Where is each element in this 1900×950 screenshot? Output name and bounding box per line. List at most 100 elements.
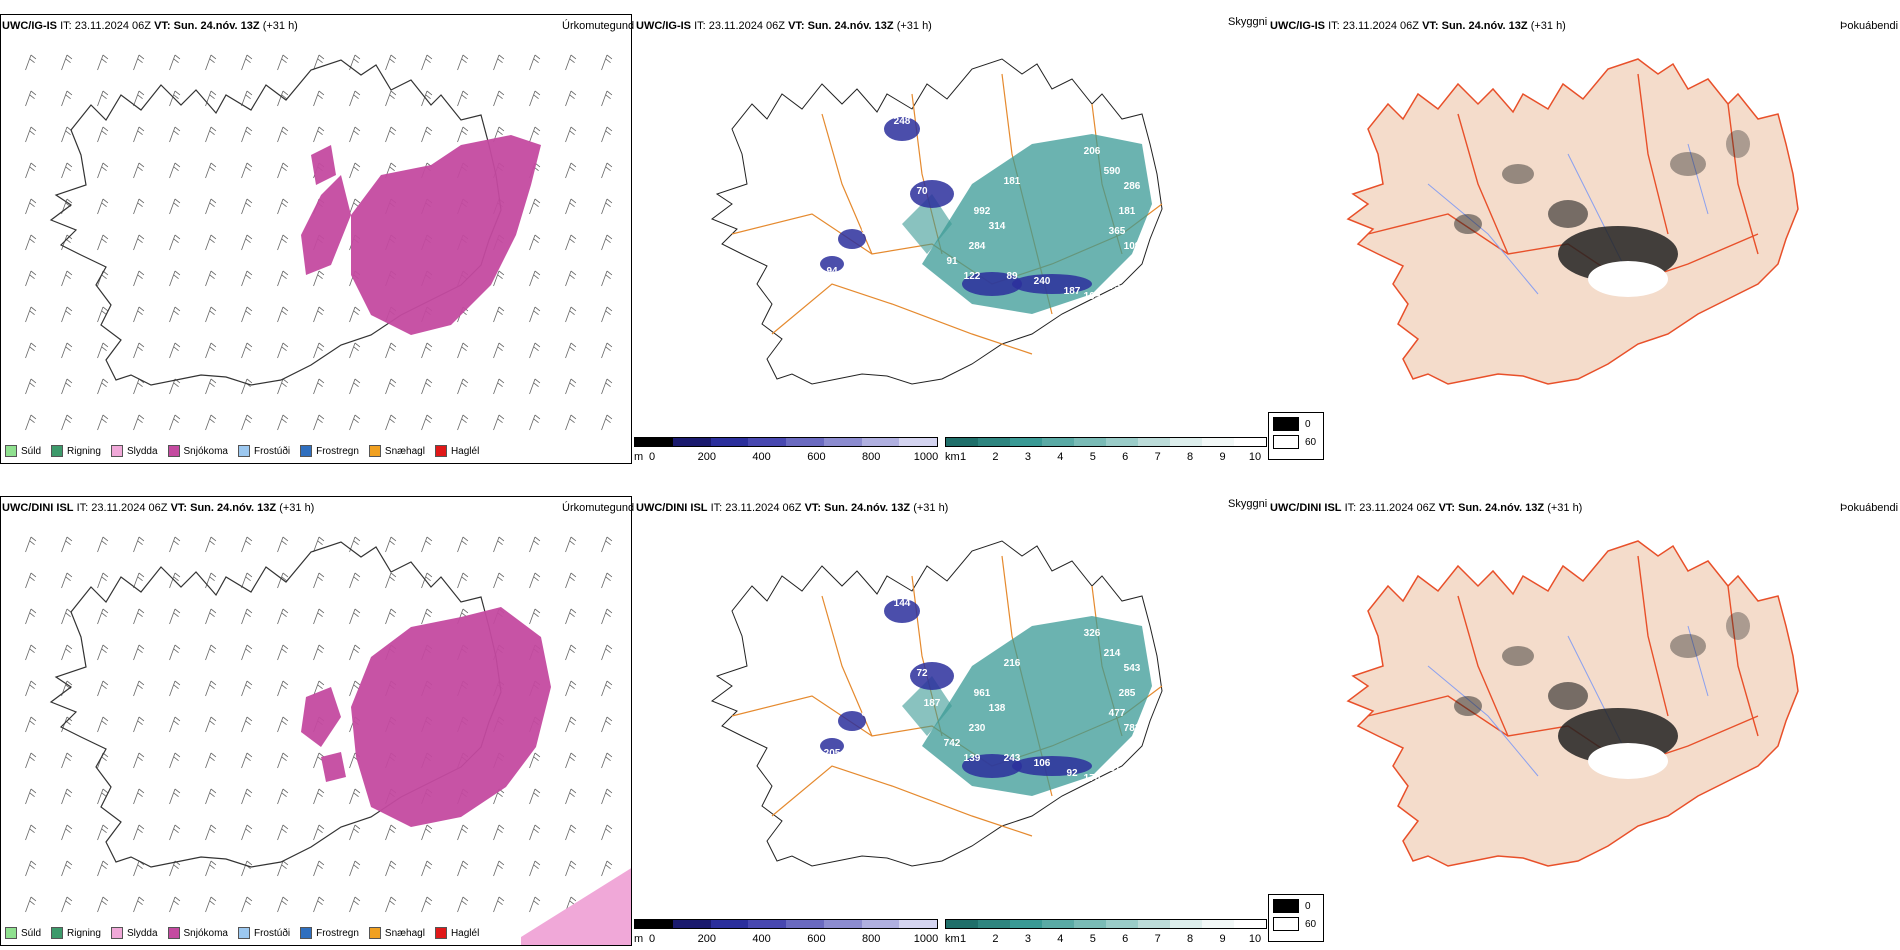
- fog-scale-row: 0: [1273, 417, 1319, 431]
- wind-barb: [97, 126, 109, 143]
- colorbar-tick: 4: [1057, 933, 1064, 945]
- wind-barb: [493, 536, 505, 553]
- colorbar-strip: [634, 437, 938, 447]
- wind-barb: [169, 680, 181, 697]
- wind-barb: [493, 860, 505, 877]
- wind-barb: [277, 788, 289, 805]
- road-line: [1637, 555, 1669, 717]
- legend-swatch: [110, 445, 123, 457]
- cloud-base-patch: [820, 256, 844, 272]
- wind-barb: [97, 680, 109, 697]
- snow-area: [351, 607, 551, 827]
- colorbar-strip: [945, 919, 1267, 929]
- cloud-base-value: 735: [939, 633, 956, 644]
- cloud-base-value: 175: [1104, 281, 1121, 292]
- vt-label: VT:: [1438, 502, 1456, 514]
- wind-barb: [97, 306, 109, 323]
- fog-scale-swatch: [1273, 417, 1299, 431]
- legend-swatch: [434, 927, 447, 939]
- wind-barb: [205, 90, 217, 107]
- fog-scale-label: 60: [1305, 918, 1317, 930]
- cloud-base-value: 76: [846, 251, 858, 262]
- it-value: 23.11.2024 06Z: [708, 20, 785, 32]
- cloud-base-value: 230: [969, 723, 986, 734]
- wind-barb: [97, 54, 109, 71]
- wind-barb: [493, 896, 505, 913]
- wind-barb: [493, 824, 505, 841]
- model-name: UWC/DINI ISL: [636, 502, 708, 514]
- fog-area: [1670, 152, 1706, 176]
- wind-barb: [25, 234, 37, 251]
- cloud-base-value: 243: [1004, 753, 1021, 764]
- colorbar-tick: 3: [1024, 933, 1031, 945]
- colorbar-tick: 8: [1187, 451, 1194, 463]
- wind-barb: [385, 54, 397, 71]
- wind-barb: [601, 680, 613, 697]
- wind-barb: [421, 860, 433, 877]
- it-value: 23.11.2024 06Z: [1359, 502, 1436, 514]
- wind-barb: [385, 378, 397, 395]
- colorbar-segment: [710, 438, 749, 446]
- cloud-base-patch: [910, 180, 954, 208]
- wind-barb: [457, 572, 469, 589]
- lead-time: (+31 h): [896, 20, 932, 32]
- wind-barb: [97, 90, 109, 107]
- wind-barb: [421, 54, 433, 71]
- road-line: [771, 283, 1033, 355]
- snow-area: [321, 752, 346, 782]
- wind-barb: [241, 824, 253, 841]
- wind-barb: [313, 608, 325, 625]
- wind-barb: [457, 536, 469, 553]
- wind-barb: [169, 270, 181, 287]
- it-value: 23.11.2024 06Z: [1342, 20, 1419, 32]
- legend-item: Snæhagl: [368, 927, 425, 939]
- glacier-area: [1588, 743, 1668, 779]
- colorbar-tick: 9: [1219, 451, 1226, 463]
- colorbar-tick: 8: [1187, 933, 1194, 945]
- panel-type-precip-1: Úrkomutegund: [562, 20, 635, 32]
- colorbar-segment: [1042, 438, 1074, 446]
- colorbar-tick: 9: [1219, 933, 1226, 945]
- wind-barb: [25, 608, 37, 625]
- wind-barb: [313, 896, 325, 913]
- cloud-base-value: 221: [984, 638, 1001, 649]
- wind-barb: [97, 896, 109, 913]
- wind-barb: [169, 162, 181, 179]
- wind-barb: [277, 536, 289, 553]
- cloud-base-value: 284: [969, 241, 986, 252]
- wind-barb: [529, 608, 541, 625]
- wind-barb: [205, 270, 217, 287]
- wind-barb: [169, 752, 181, 769]
- wind-barb: [205, 896, 217, 913]
- wind-barb: [205, 414, 217, 431]
- wind-barb: [205, 126, 217, 143]
- wind-barb: [169, 414, 181, 431]
- colorbar-tick: 5: [1089, 451, 1096, 463]
- wind-barb: [241, 896, 253, 913]
- cloud-base-patch: [962, 272, 1022, 296]
- vt-value: Sun. 24.nóv. 13Z: [807, 20, 894, 32]
- wind-barb: [385, 608, 397, 625]
- colorbar-segment: [1170, 920, 1202, 928]
- glacier-area: [1588, 261, 1668, 297]
- colorbar-tick: 600: [807, 933, 826, 945]
- wind-barb: [349, 608, 361, 625]
- wind-barb: [529, 860, 541, 877]
- wind-barb: [529, 342, 541, 359]
- legend-label: Snæhagl: [384, 927, 425, 939]
- wind-barb: [133, 90, 145, 107]
- cloud-base-value: 216: [1004, 658, 1021, 669]
- road-line: [1727, 103, 1759, 255]
- colorbar-tick: 0: [648, 933, 656, 945]
- legend-item: Súld: [5, 927, 41, 939]
- wind-barb: [97, 234, 109, 251]
- wind-barb: [529, 788, 541, 805]
- wind-barb: [601, 90, 613, 107]
- colorbar-segment: [1170, 438, 1202, 446]
- model-name: UWC/DINI ISL: [2, 502, 74, 514]
- wind-barb: [133, 716, 145, 733]
- cloud-base-value: 187: [924, 698, 941, 709]
- cloud-base-value: 204: [919, 613, 936, 624]
- wind-barb: [349, 378, 361, 395]
- wind-barb: [205, 572, 217, 589]
